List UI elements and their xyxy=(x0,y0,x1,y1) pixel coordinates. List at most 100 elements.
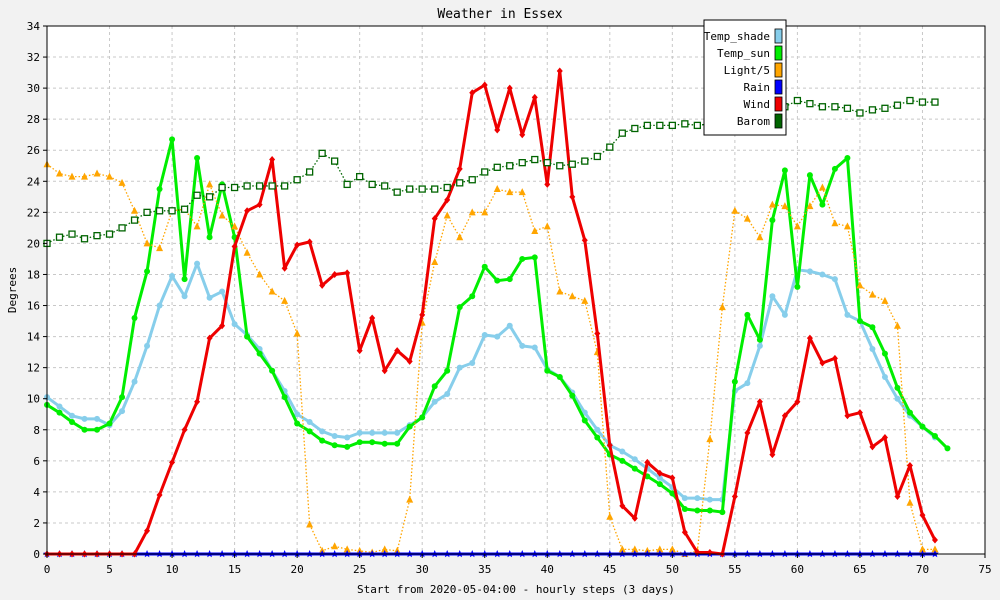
data-point-temp-sun xyxy=(831,165,838,172)
data-point-temp-sun xyxy=(194,155,201,161)
data-point-light-5 xyxy=(56,169,64,177)
data-point-barom xyxy=(881,104,889,112)
data-point-barom xyxy=(556,162,564,170)
series-line-temp-shade xyxy=(46,262,936,502)
data-point-temp-shade xyxy=(756,342,763,349)
data-point-temp-sun xyxy=(881,350,888,357)
data-point-temp-sun xyxy=(531,254,538,261)
legend-swatch-wind xyxy=(774,96,783,112)
data-point-barom xyxy=(180,205,189,213)
data-point-barom xyxy=(268,182,276,190)
data-point-temp-shade xyxy=(344,434,351,441)
legend-swatch-rain xyxy=(774,79,783,95)
data-point-wind xyxy=(669,474,676,482)
data-point-wind xyxy=(869,443,876,451)
x-tick-label: 25 xyxy=(353,563,366,576)
data-point-temp-sun xyxy=(256,350,263,357)
data-point-barom xyxy=(280,182,289,190)
data-point-temp-shade xyxy=(894,395,901,402)
data-point-temp-shade xyxy=(481,332,488,339)
data-point-temp-shade xyxy=(694,495,701,502)
data-point-temp-sun xyxy=(731,378,738,385)
data-point-barom xyxy=(568,160,576,168)
data-point-temp-sun xyxy=(381,440,388,447)
data-point-temp-sun xyxy=(744,311,751,318)
data-point-temp-sun xyxy=(944,445,951,452)
data-point-temp-shade xyxy=(431,398,438,405)
data-point-wind xyxy=(331,270,338,278)
data-point-wind xyxy=(169,458,176,466)
series-wind xyxy=(44,67,938,558)
x-tick-label: 20 xyxy=(291,563,304,576)
x-tick-label: 10 xyxy=(165,563,178,576)
data-point-light-5 xyxy=(193,222,201,230)
data-point-wind xyxy=(844,412,851,420)
x-tick-label: 65 xyxy=(853,563,866,576)
data-point-temp-sun xyxy=(494,277,501,284)
data-point-wind xyxy=(881,434,888,442)
data-point-wind xyxy=(456,165,463,173)
data-point-temp-sun xyxy=(269,367,276,374)
data-point-light-5 xyxy=(468,208,476,216)
data-point-barom xyxy=(531,155,539,164)
series-layer xyxy=(43,67,951,558)
data-point-barom xyxy=(506,162,514,170)
data-point-barom xyxy=(606,143,614,151)
data-point-light-5 xyxy=(856,281,864,289)
series-barom xyxy=(43,96,939,248)
data-point-light-5 xyxy=(518,188,526,196)
data-point-temp-sun xyxy=(344,443,351,450)
data-point-light-5 xyxy=(431,258,439,266)
legend-label-wind: Wind xyxy=(744,98,771,111)
y-tick-label: 0 xyxy=(33,548,40,561)
data-point-temp-shade xyxy=(194,260,201,267)
data-point-temp-shade xyxy=(119,408,126,415)
data-point-wind xyxy=(256,201,263,209)
data-point-temp-shade xyxy=(69,412,76,419)
data-point-light-5 xyxy=(381,545,389,553)
data-point-wind xyxy=(781,412,788,420)
data-point-temp-sun xyxy=(206,234,213,241)
data-point-temp-sun xyxy=(81,426,88,433)
data-point-barom xyxy=(931,98,939,106)
data-point-wind xyxy=(281,264,288,272)
data-point-light-5 xyxy=(606,512,614,520)
data-point-wind xyxy=(294,241,301,249)
y-tick-label: 6 xyxy=(33,455,40,468)
data-point-wind xyxy=(644,458,651,466)
data-point-barom xyxy=(305,168,314,176)
data-point-light-5 xyxy=(206,180,214,188)
data-point-light-5 xyxy=(781,202,789,210)
data-point-barom xyxy=(631,124,639,133)
y-tick-label: 26 xyxy=(27,144,40,157)
data-point-temp-sun xyxy=(719,509,726,516)
data-point-temp-shade xyxy=(844,311,851,318)
data-point-light-5 xyxy=(81,172,89,180)
data-point-light-5 xyxy=(143,239,151,247)
data-point-barom xyxy=(493,163,501,171)
data-point-barom xyxy=(143,208,151,217)
data-point-light-5 xyxy=(93,169,101,177)
data-point-temp-sun xyxy=(631,465,638,472)
data-point-wind xyxy=(431,215,438,223)
series-line-light-5 xyxy=(46,163,935,555)
data-point-barom xyxy=(356,172,364,181)
data-point-light-5 xyxy=(756,233,764,241)
data-point-light-5 xyxy=(743,214,751,222)
data-point-barom xyxy=(80,235,89,243)
data-point-barom xyxy=(643,121,651,130)
data-point-wind xyxy=(481,81,488,89)
data-point-temp-sun xyxy=(481,263,488,270)
data-point-barom xyxy=(593,152,601,161)
data-point-temp-shade xyxy=(231,321,238,328)
data-point-barom xyxy=(831,103,839,111)
data-point-light-5 xyxy=(918,545,926,553)
legend-label-temp-shade: Temp_shade xyxy=(704,30,770,43)
data-point-temp-shade xyxy=(819,271,826,278)
data-point-barom xyxy=(293,176,301,184)
data-point-barom xyxy=(130,216,139,224)
data-point-wind xyxy=(356,347,363,355)
y-tick-label: 24 xyxy=(27,175,41,188)
data-point-wind xyxy=(806,334,813,342)
data-point-temp-shade xyxy=(881,373,888,380)
